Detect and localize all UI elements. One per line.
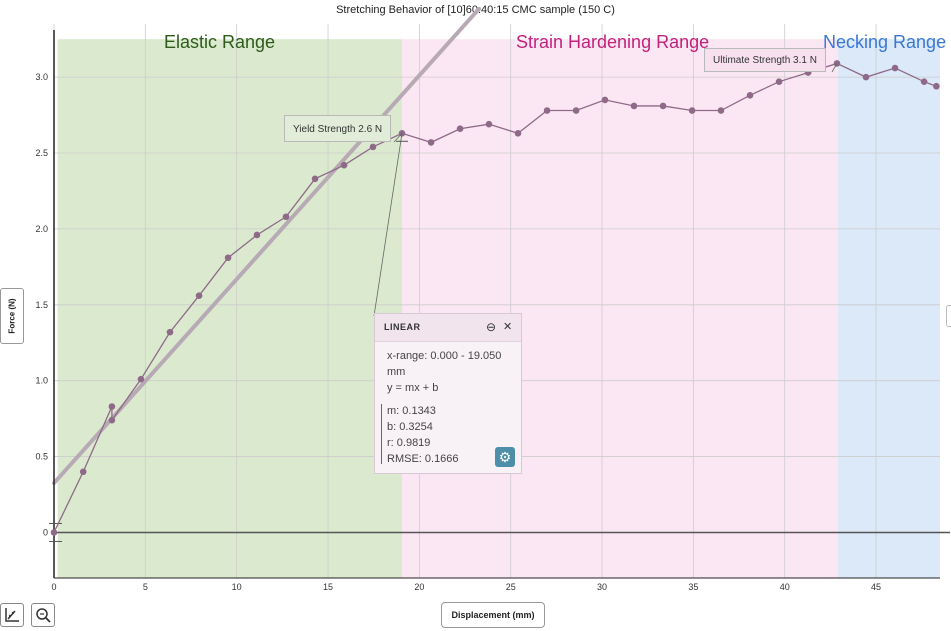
data-point <box>543 107 551 114</box>
ultimate-connector <box>831 63 838 73</box>
yield-strength-label[interactable]: Yield Strength 2.6 N <box>284 115 392 142</box>
y-tick-label: 0.5 <box>35 452 48 462</box>
fit-correlation: r: 0.9819 <box>387 437 431 449</box>
close-icon[interactable]: ✕ <box>503 321 513 333</box>
panel-header: LINEAR ⊖ ✕ <box>375 314 521 342</box>
y-tick-label: 2.0 <box>35 224 48 234</box>
x-tick-label: 5 <box>143 582 148 592</box>
y-tick-label: 1.5 <box>35 300 48 310</box>
y-tick-label: 0 <box>43 527 48 537</box>
data-point <box>746 92 754 99</box>
data-point <box>369 143 377 151</box>
x-tick-label: 10 <box>232 582 242 592</box>
data-point <box>514 129 522 137</box>
data-point <box>224 254 232 262</box>
ultimate-strength-label[interactable]: Ultimate Strength 3.1 N <box>704 48 826 72</box>
graph-axes-icon <box>5 608 19 622</box>
minimize-icon[interactable]: ⊖ <box>486 320 497 334</box>
y-tick-label: 2.5 <box>35 148 48 158</box>
y-axis-label-text: Force (N) <box>7 298 17 334</box>
data-point <box>933 82 940 90</box>
data-point <box>427 139 435 146</box>
chart-plot: 0 5 10 15 20 25 30 35 40 45 0 0.5 1.0 1.5 2.0 2.5 3.0 <box>35 6 950 592</box>
fit-slope: m: 0.1343 <box>387 405 436 417</box>
data-point <box>340 161 348 169</box>
panel-title: LINEAR <box>384 322 421 332</box>
x-tick-label: 15 <box>323 582 333 592</box>
data-point <box>166 328 174 336</box>
y-tick-label: 3.0 <box>35 72 48 82</box>
data-point <box>282 213 290 221</box>
data-point <box>195 292 203 299</box>
data-point <box>717 107 725 114</box>
data-point <box>572 107 580 114</box>
data-point <box>79 468 87 476</box>
data-point <box>50 529 58 536</box>
data-point <box>137 375 145 383</box>
yield-connector <box>393 133 403 143</box>
x-tick-label: 25 <box>506 582 516 592</box>
data-point <box>601 96 609 104</box>
data-point <box>891 64 899 72</box>
x-tick-label: 20 <box>414 582 424 592</box>
x-tick-label: 45 <box>871 582 881 592</box>
data-point <box>253 231 261 239</box>
graph-tool-button[interactable] <box>0 603 24 627</box>
y-tick-label: 1.0 <box>35 376 48 386</box>
data-point <box>108 403 116 410</box>
y-axis-label[interactable]: Force (N) <box>0 288 24 344</box>
x-tick-label: 30 <box>597 582 607 592</box>
gear-icon[interactable]: ⚙ <box>495 447 515 467</box>
zoom-icon <box>36 608 51 623</box>
data-point <box>630 102 638 110</box>
range-label-strain-hardening: Strain Hardening Range <box>516 32 710 52</box>
fit-x-range-unit: mm <box>387 366 406 378</box>
fit-rmse: RMSE: 0.1666 <box>387 453 459 465</box>
data-point <box>920 78 928 85</box>
fit-x-range: x-range: 0.000 - 19.050 <box>387 350 502 362</box>
stats-bar <box>381 404 382 464</box>
x-tick-label: 0 <box>51 582 56 592</box>
linear-fit-panel[interactable]: LINEAR ⊖ ✕ x-range: 0.000 - 19.050 mm y … <box>374 313 522 474</box>
data-point <box>659 102 667 110</box>
x-tick-label: 35 <box>688 582 698 592</box>
side-panel-tab[interactable] <box>946 305 951 327</box>
range-region <box>402 39 838 578</box>
data-point <box>775 78 783 85</box>
x-tick-label: 40 <box>780 582 790 592</box>
range-label-elastic: Elastic Range <box>164 32 276 52</box>
fit-panel-connector <box>373 133 403 317</box>
range-region <box>837 39 940 578</box>
data-point <box>688 107 696 114</box>
data-point <box>311 175 319 183</box>
data-point <box>485 120 493 128</box>
zoom-tool-button[interactable] <box>31 603 55 627</box>
range-label-necking: Necking Range <box>823 32 947 52</box>
fit-intercept: b: 0.3254 <box>387 421 433 433</box>
data-point <box>108 416 116 424</box>
fit-line <box>52 6 482 486</box>
data-point <box>456 125 464 133</box>
x-axis-label[interactable]: Displacement (mm) <box>441 602 545 628</box>
data-point <box>862 73 870 81</box>
fit-equation: y = mx + b <box>387 382 439 394</box>
